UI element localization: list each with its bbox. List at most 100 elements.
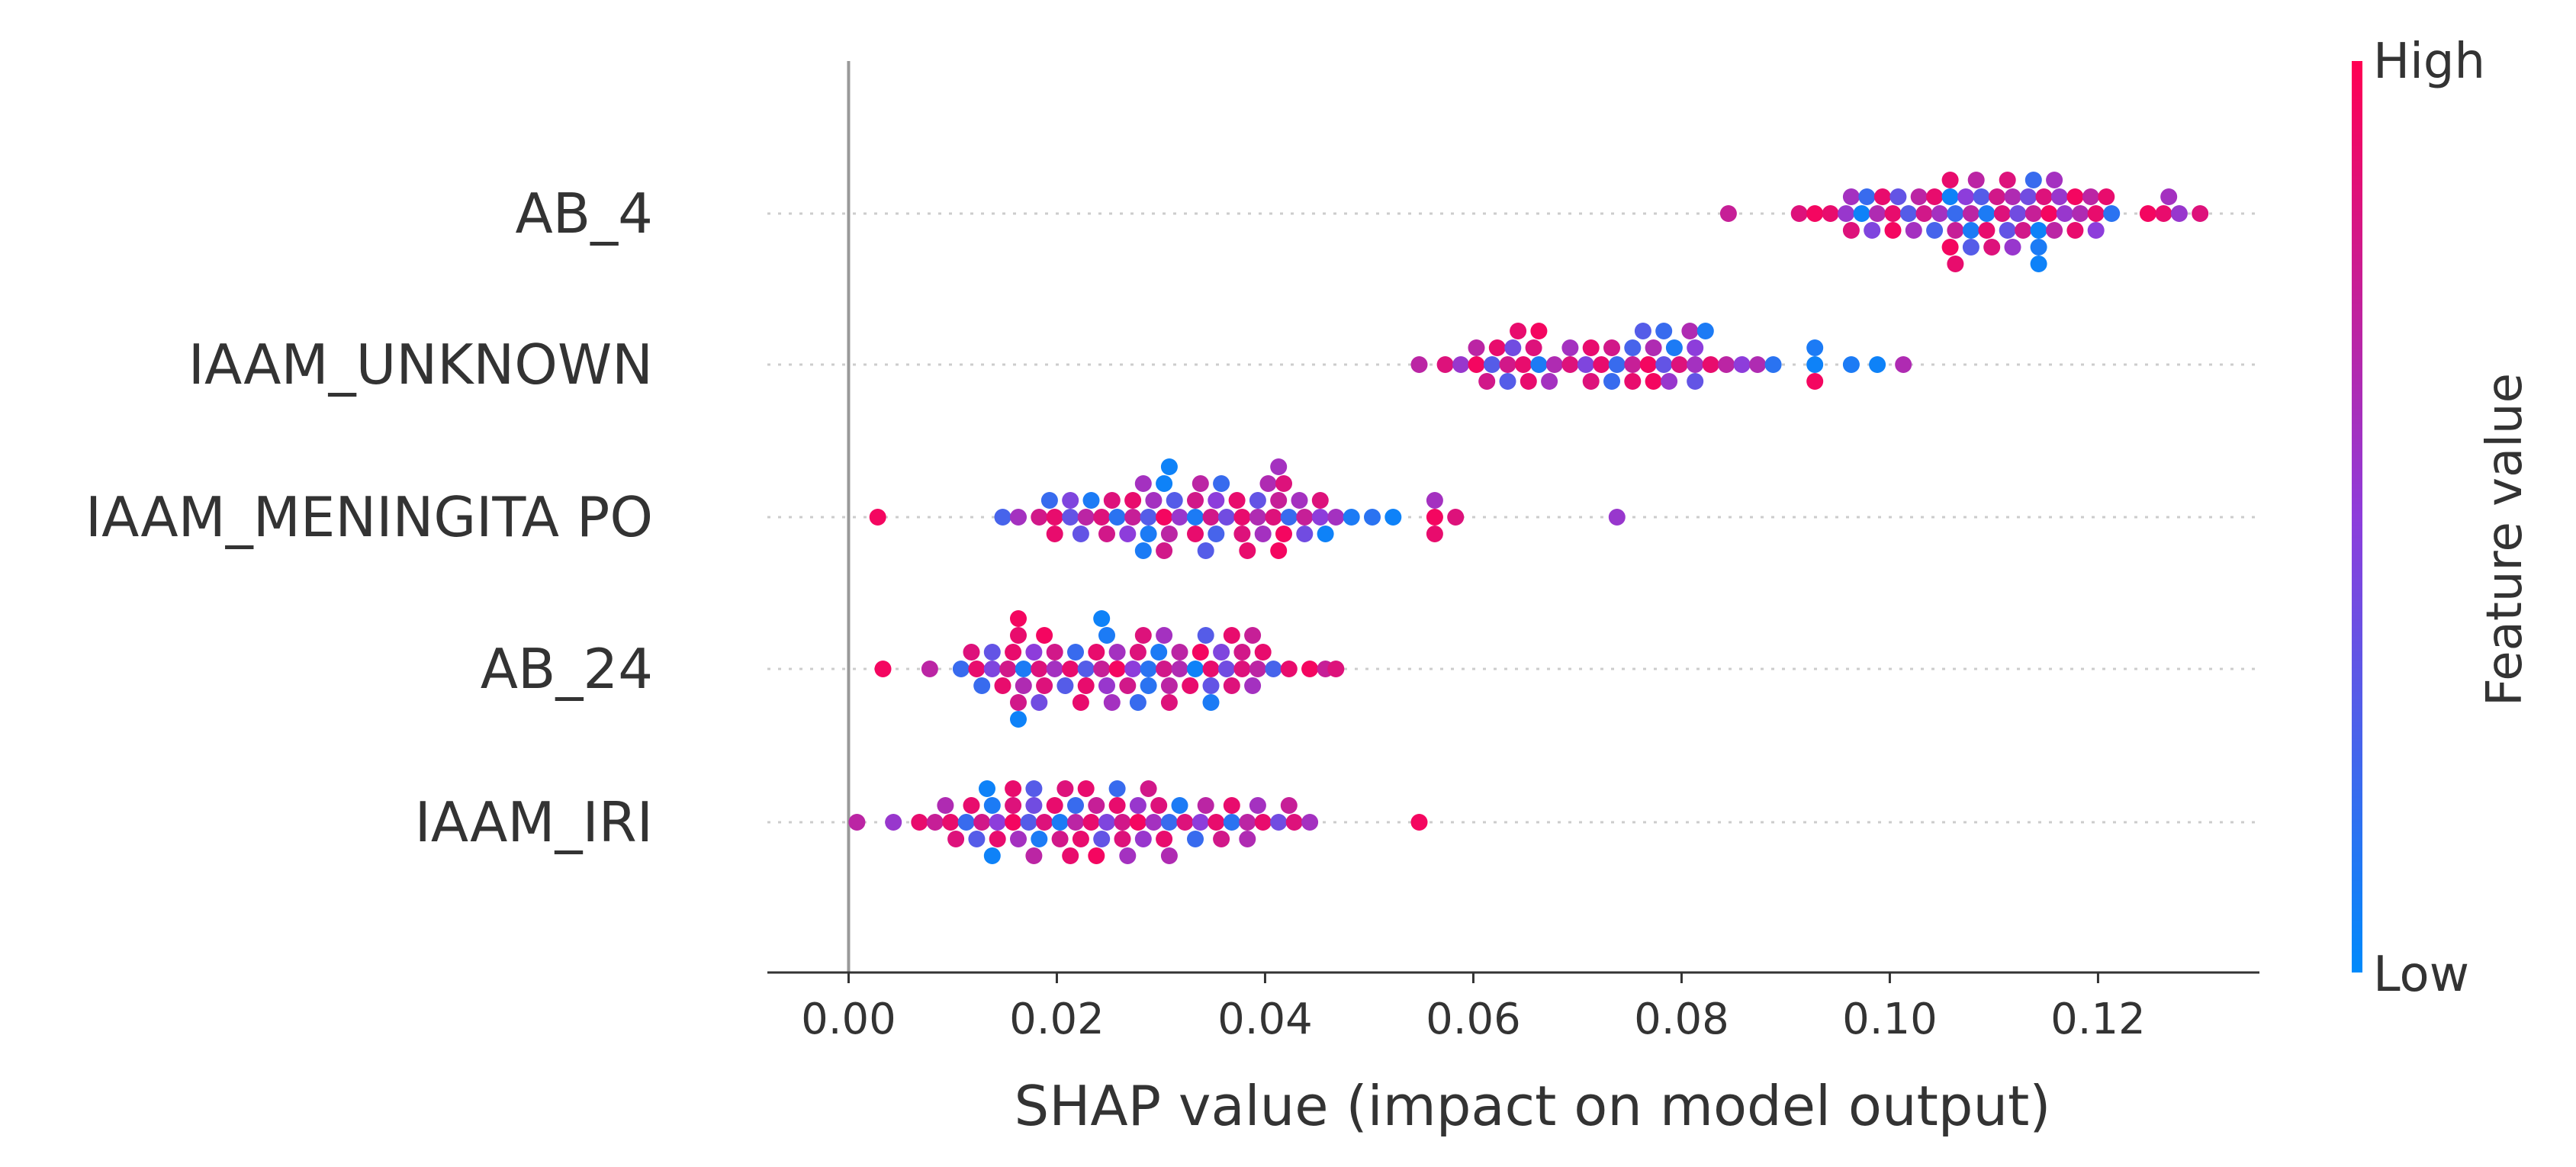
shap-point — [999, 661, 1017, 677]
shap-point — [1687, 373, 1704, 390]
shap-point — [1530, 356, 1548, 373]
shap-point — [1015, 677, 1032, 694]
shap-point — [2046, 222, 2063, 239]
shap-point — [1233, 526, 1251, 542]
shap-point — [2041, 205, 2058, 222]
shap-point — [1103, 492, 1121, 509]
shap-point — [1015, 661, 1032, 677]
x-tick-label: 0.04 — [1217, 995, 1313, 1044]
shap-point — [1051, 831, 1069, 847]
shap-point — [973, 677, 991, 694]
shap-point — [1983, 239, 2001, 256]
shap-point — [1285, 814, 1303, 831]
shap-point — [1197, 627, 1214, 644]
shap-point — [1296, 526, 1314, 542]
shap-point — [1218, 509, 1235, 526]
shap-point — [1140, 509, 1157, 526]
shap-point — [1889, 188, 1907, 205]
shap-point — [1098, 526, 1115, 542]
shap-point — [1192, 644, 1209, 661]
shap-point — [2050, 188, 2068, 205]
shap-point — [983, 661, 1001, 677]
shap-point — [1905, 222, 1922, 239]
shap-point — [1311, 492, 1329, 509]
shap-point — [1687, 339, 1704, 356]
shap-point — [1202, 694, 1220, 711]
shap-point — [1999, 172, 2016, 188]
shap-point — [1822, 205, 1839, 222]
shap-point — [1124, 492, 1142, 509]
feature-labels: AB_4 IAAM_UNKNOWN IAAM_MENINGITA PO AB_24 IA… — [85, 182, 653, 854]
shap-point — [1719, 205, 1737, 222]
shap-point — [1962, 222, 1979, 239]
points-layer — [848, 172, 2209, 864]
shap-point — [1504, 339, 1522, 356]
shap-point — [1941, 239, 1959, 256]
shap-point — [1280, 661, 1298, 677]
shap-point — [1926, 222, 1944, 239]
shap-point — [1343, 509, 1360, 526]
shap-point — [1468, 356, 1485, 373]
shap-point — [1228, 492, 1246, 509]
shap-point — [1134, 831, 1152, 847]
shap-point — [1010, 509, 1027, 526]
shap-point — [1301, 661, 1319, 677]
shap-point — [1593, 356, 1610, 373]
x-tick-label: 0.06 — [1426, 995, 1521, 1044]
shap-point — [1129, 797, 1146, 814]
shap-point — [1005, 797, 1022, 814]
shap-point — [1884, 205, 1902, 222]
shap-point — [1639, 356, 1657, 373]
shap-point — [2098, 188, 2115, 205]
shap-point — [1275, 526, 1292, 542]
shap-point — [2024, 172, 2042, 188]
shap-point — [1910, 188, 1928, 205]
shap-point — [1254, 644, 1272, 661]
shap-point — [1947, 256, 1964, 272]
shap-point — [989, 831, 1006, 847]
shap-point — [1051, 814, 1069, 831]
shap-point — [1426, 492, 1443, 509]
shap-point — [1213, 831, 1230, 847]
shap-point — [983, 847, 1001, 864]
shap-point — [1197, 542, 1214, 559]
shap-point — [1869, 356, 1886, 373]
shap-point — [1031, 661, 1048, 677]
shap-point — [1790, 205, 1808, 222]
shap-point — [1426, 526, 1443, 542]
shap-point — [1010, 694, 1027, 711]
shap-point — [1082, 492, 1100, 509]
shap-point — [1046, 509, 1063, 526]
shap-point — [1192, 475, 1209, 492]
shap-point — [1025, 780, 1043, 797]
shap-point — [1187, 492, 1204, 509]
shap-point — [1603, 339, 1620, 356]
shap-point — [1031, 694, 1048, 711]
shap-point — [1108, 644, 1126, 661]
shap-point — [1160, 458, 1178, 475]
shap-point — [1036, 627, 1053, 644]
shap-point — [1114, 831, 1131, 847]
shap-point — [1187, 526, 1204, 542]
shap-point — [2015, 222, 2032, 239]
shap-point — [1280, 797, 1298, 814]
shap-point — [2020, 188, 2037, 205]
shap-point — [1978, 222, 1996, 239]
shap-point — [2035, 188, 2053, 205]
shap-point — [1993, 205, 2011, 222]
shap-point — [1005, 644, 1022, 661]
shap-point — [1327, 509, 1345, 526]
shap-point — [1291, 492, 1308, 509]
shap-point — [1062, 509, 1079, 526]
shap-point — [1900, 205, 1917, 222]
shap-point — [1239, 831, 1256, 847]
shap-point — [1187, 661, 1204, 677]
shap-point — [1124, 661, 1142, 677]
shap-point — [2160, 188, 2178, 205]
x-tick-label: 0.08 — [1634, 995, 1729, 1044]
feature-label: AB_24 — [481, 637, 653, 701]
shap-point — [1608, 356, 1626, 373]
shap-point — [1103, 694, 1121, 711]
shap-point — [2170, 205, 2188, 222]
